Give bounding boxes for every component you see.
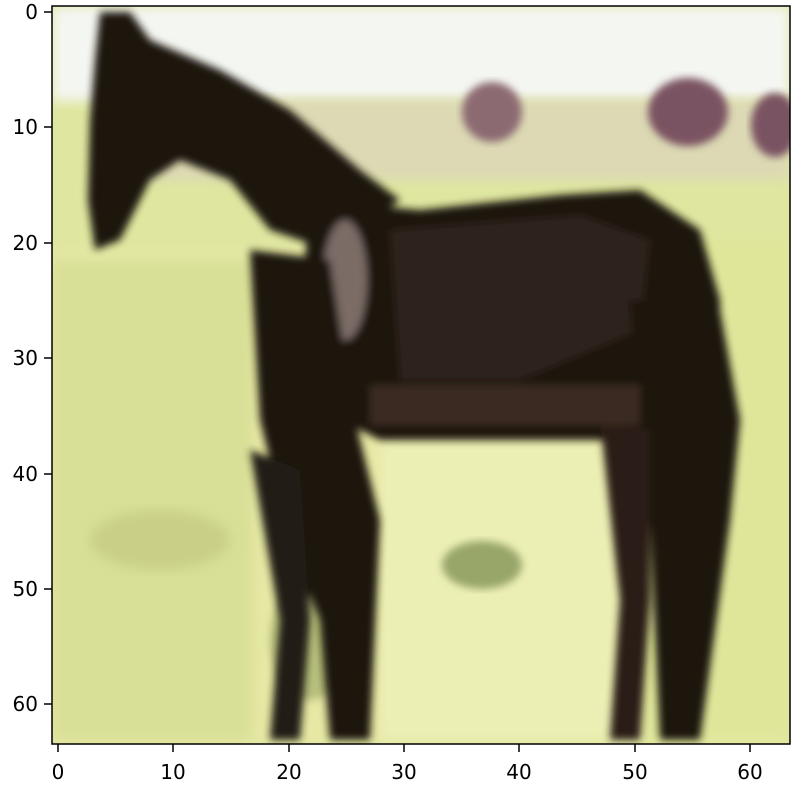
x-tick-label: 10 (160, 760, 185, 784)
y-tick-label: 50 (13, 577, 38, 601)
horse-photo (52, 6, 790, 744)
y-tick-label: 40 (13, 462, 38, 486)
x-tick-label: 50 (622, 760, 647, 784)
y-tick-label: 30 (13, 346, 38, 370)
y-tick-label: 60 (13, 692, 38, 716)
x-axis: 0 10 20 30 40 50 60 (52, 744, 763, 784)
y-tick-label: 10 (13, 115, 38, 139)
x-tick-label: 30 (391, 760, 416, 784)
x-tick-label: 60 (737, 760, 762, 784)
y-axis: 0 10 20 30 40 50 60 (13, 0, 52, 716)
y-tick-label: 20 (13, 231, 38, 255)
x-tick-label: 40 (506, 760, 531, 784)
x-tick-label: 20 (276, 760, 301, 784)
x-tick-label: 0 (52, 760, 65, 784)
y-tick-label: 0 (25, 0, 38, 24)
plot-frame (51, 5, 791, 745)
